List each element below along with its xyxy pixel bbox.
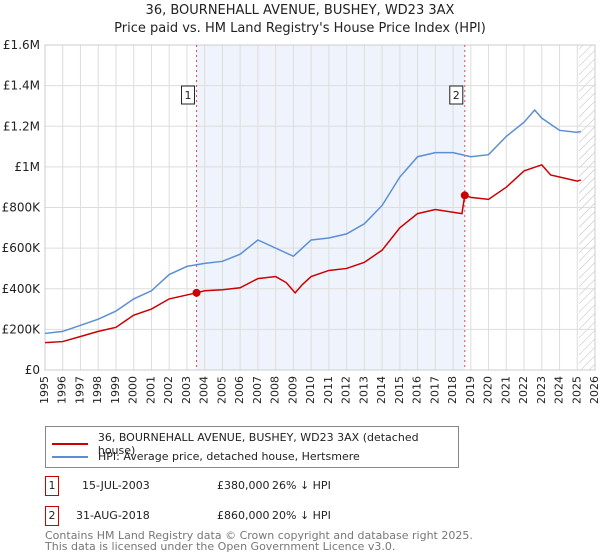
x-tick-label: 1998 <box>91 376 104 404</box>
y-tick-label: £200K <box>2 322 42 336</box>
sale-point <box>192 288 201 297</box>
x-tick-label: 2010 <box>304 376 317 404</box>
x-tick-label: 2016 <box>411 376 424 404</box>
legend-swatch-hpi <box>52 455 88 458</box>
y-tick-label: £1M <box>14 160 40 174</box>
y-tick-label: £600K <box>2 241 42 255</box>
sale-label: 2 <box>453 89 460 102</box>
y-tick-label: £1.6M <box>3 38 40 52</box>
x-tick-label: 2026 <box>588 376 600 404</box>
legend-swatch-property <box>52 443 88 445</box>
x-tick-label: 2019 <box>464 376 477 404</box>
y-tick-label: £800K <box>2 201 42 215</box>
sale-point <box>460 191 469 200</box>
x-tick-label: 2020 <box>482 376 495 404</box>
x-tick-label: 2017 <box>428 376 441 404</box>
sale-label-box <box>449 85 464 105</box>
x-tick-label: 2006 <box>233 376 246 404</box>
x-tick-label: 2021 <box>499 376 512 404</box>
x-tick-label: 2013 <box>357 376 370 404</box>
x-tick-label: 2002 <box>162 376 175 404</box>
footer-line-1: Contains HM Land Registry data © Crown c… <box>45 529 473 542</box>
sale-price: £380,000 <box>217 479 270 492</box>
y-tick-label: £1.4M <box>3 79 40 93</box>
x-tick-label: 2018 <box>446 376 459 404</box>
legend-label-hpi: HPI: Average price, detached house, Hert… <box>98 450 360 463</box>
x-tick-label: 2015 <box>393 376 406 404</box>
x-tick-label: 2005 <box>215 376 228 404</box>
x-tick-label: 2024 <box>553 376 566 404</box>
footer: Contains HM Land Registry data © Crown c… <box>45 530 473 552</box>
sale-row-1: 1 15-JUL-2003 £380,000 26% ↓ HPI <box>45 476 445 496</box>
sale-hpi-diff: 20% ↓ HPI <box>272 509 331 522</box>
x-tick-label: 2003 <box>180 376 193 404</box>
hpi-line <box>44 108 582 335</box>
x-tick-label: 2007 <box>251 376 264 404</box>
x-tick-label: 2014 <box>375 376 388 404</box>
sale-row-2: 2 31-AUG-2018 £860,000 20% ↓ HPI <box>45 506 445 526</box>
x-tick-label: 2001 <box>144 376 157 404</box>
sale-date: 31-AUG-2018 <box>76 509 150 522</box>
x-tick-label: 2012 <box>340 376 353 404</box>
x-tick-label: 1995 <box>38 376 51 404</box>
sale-label: 1 <box>185 89 192 102</box>
x-tick-label: 2011 <box>322 376 335 404</box>
y-tick-label: £400K <box>2 282 42 296</box>
property-price-line <box>44 163 582 344</box>
chart-subtitle: Price paid vs. HM Land Registry's House … <box>114 21 486 36</box>
x-tick-label: 2025 <box>570 376 583 404</box>
plot-border <box>44 44 596 371</box>
footer-line-2: This data is licensed under the Open Gov… <box>45 540 396 553</box>
sale-label-box <box>181 85 196 105</box>
plot-area: 1995 1996 1997 1998 1999 2000 2001 2002 2003 2004… <box>2 38 600 404</box>
chart-title: 36, BOURNEHALL AVENUE, BUSHEY, WD23 3AX <box>145 3 455 18</box>
sale-marker-badge: 2 <box>45 506 59 526</box>
x-tick-label: 1999 <box>109 376 122 404</box>
sale-date: 15-JUL-2003 <box>82 479 150 492</box>
x-tick-label: 2023 <box>535 376 548 404</box>
x-tick-label: 2004 <box>198 376 211 404</box>
x-tick-label: 2008 <box>269 376 282 404</box>
y-tick-label: £1.2M <box>3 119 40 133</box>
y-tick-label: £0 <box>25 363 40 377</box>
x-tick-label: 2000 <box>127 376 140 404</box>
legend-label-property: 36, BOURNEHALL AVENUE, BUSHEY, WD23 3AX … <box>97 431 419 457</box>
x-tick-label: 2022 <box>517 376 530 404</box>
sale-hpi-diff: 26% ↓ HPI <box>272 479 331 492</box>
x-tick-label: 1997 <box>73 376 86 404</box>
sale-marker-badge: 1 <box>45 476 59 496</box>
sale-price: £860,000 <box>217 509 270 522</box>
x-tick-label: 1996 <box>56 376 69 404</box>
x-tick-label: 2009 <box>286 376 299 404</box>
legend: 36, BOURNEHALL AVENUE, BUSHEY, WD23 3AX … <box>45 426 459 468</box>
